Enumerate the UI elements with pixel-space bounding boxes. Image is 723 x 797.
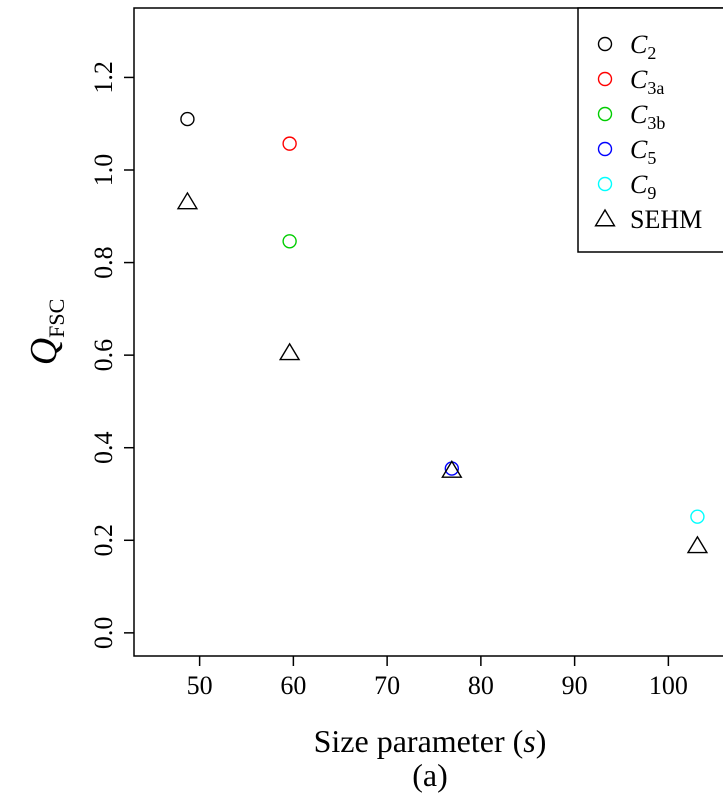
legend-marker xyxy=(594,208,616,227)
figure-caption: (a) xyxy=(412,757,448,793)
x-tick-label: 100 xyxy=(649,671,688,700)
x-axis: 50 60 70 80 90 100 xyxy=(187,656,688,700)
legend-box xyxy=(577,7,723,253)
plot-frame xyxy=(133,7,723,657)
x-tick-label: 60 xyxy=(280,671,306,700)
legend-label: C3a xyxy=(630,65,664,98)
legend-label: SEHM xyxy=(630,205,702,234)
y-tick-label: 1.0 xyxy=(89,154,118,187)
legend-label: C2 xyxy=(630,30,656,63)
y-axis: 0.0 0.2 0.4 0.6 0.8 1.0 1.2 xyxy=(89,61,134,649)
legend-marker xyxy=(597,176,613,192)
triangle-point xyxy=(278,342,301,361)
y-tick-label: 1.2 xyxy=(89,61,118,94)
legend-marker xyxy=(597,106,613,122)
circle-point xyxy=(690,509,705,524)
y-axis-title: QFSC xyxy=(23,299,69,366)
y-tick-label: 0.2 xyxy=(89,524,118,557)
triangle-point xyxy=(441,460,463,478)
legend-label: C5 xyxy=(630,135,656,168)
circle-point xyxy=(180,111,195,127)
x-tick-label: 90 xyxy=(562,671,588,700)
x-tick-label: 80 xyxy=(468,671,494,700)
y-tick-label: 0.6 xyxy=(89,339,118,372)
y-tick-label: 0.8 xyxy=(89,246,118,279)
legend-marker xyxy=(597,36,613,52)
x-tick-label: 50 xyxy=(187,671,213,700)
data-points xyxy=(176,111,709,554)
legend-marker xyxy=(597,71,613,87)
circle-point xyxy=(282,234,297,249)
y-tick-label: 0.0 xyxy=(89,617,118,650)
legend-label: C3b xyxy=(630,100,665,133)
triangle-point xyxy=(176,191,199,210)
triangle-point xyxy=(686,535,709,554)
legend-label: C9 xyxy=(630,170,656,203)
circle-point xyxy=(282,136,297,151)
y-tick-label: 0.4 xyxy=(89,431,118,464)
x-axis-title: Size parameter (s) xyxy=(314,723,547,759)
legend-marker xyxy=(597,141,613,157)
x-tick-label: 70 xyxy=(374,671,400,700)
